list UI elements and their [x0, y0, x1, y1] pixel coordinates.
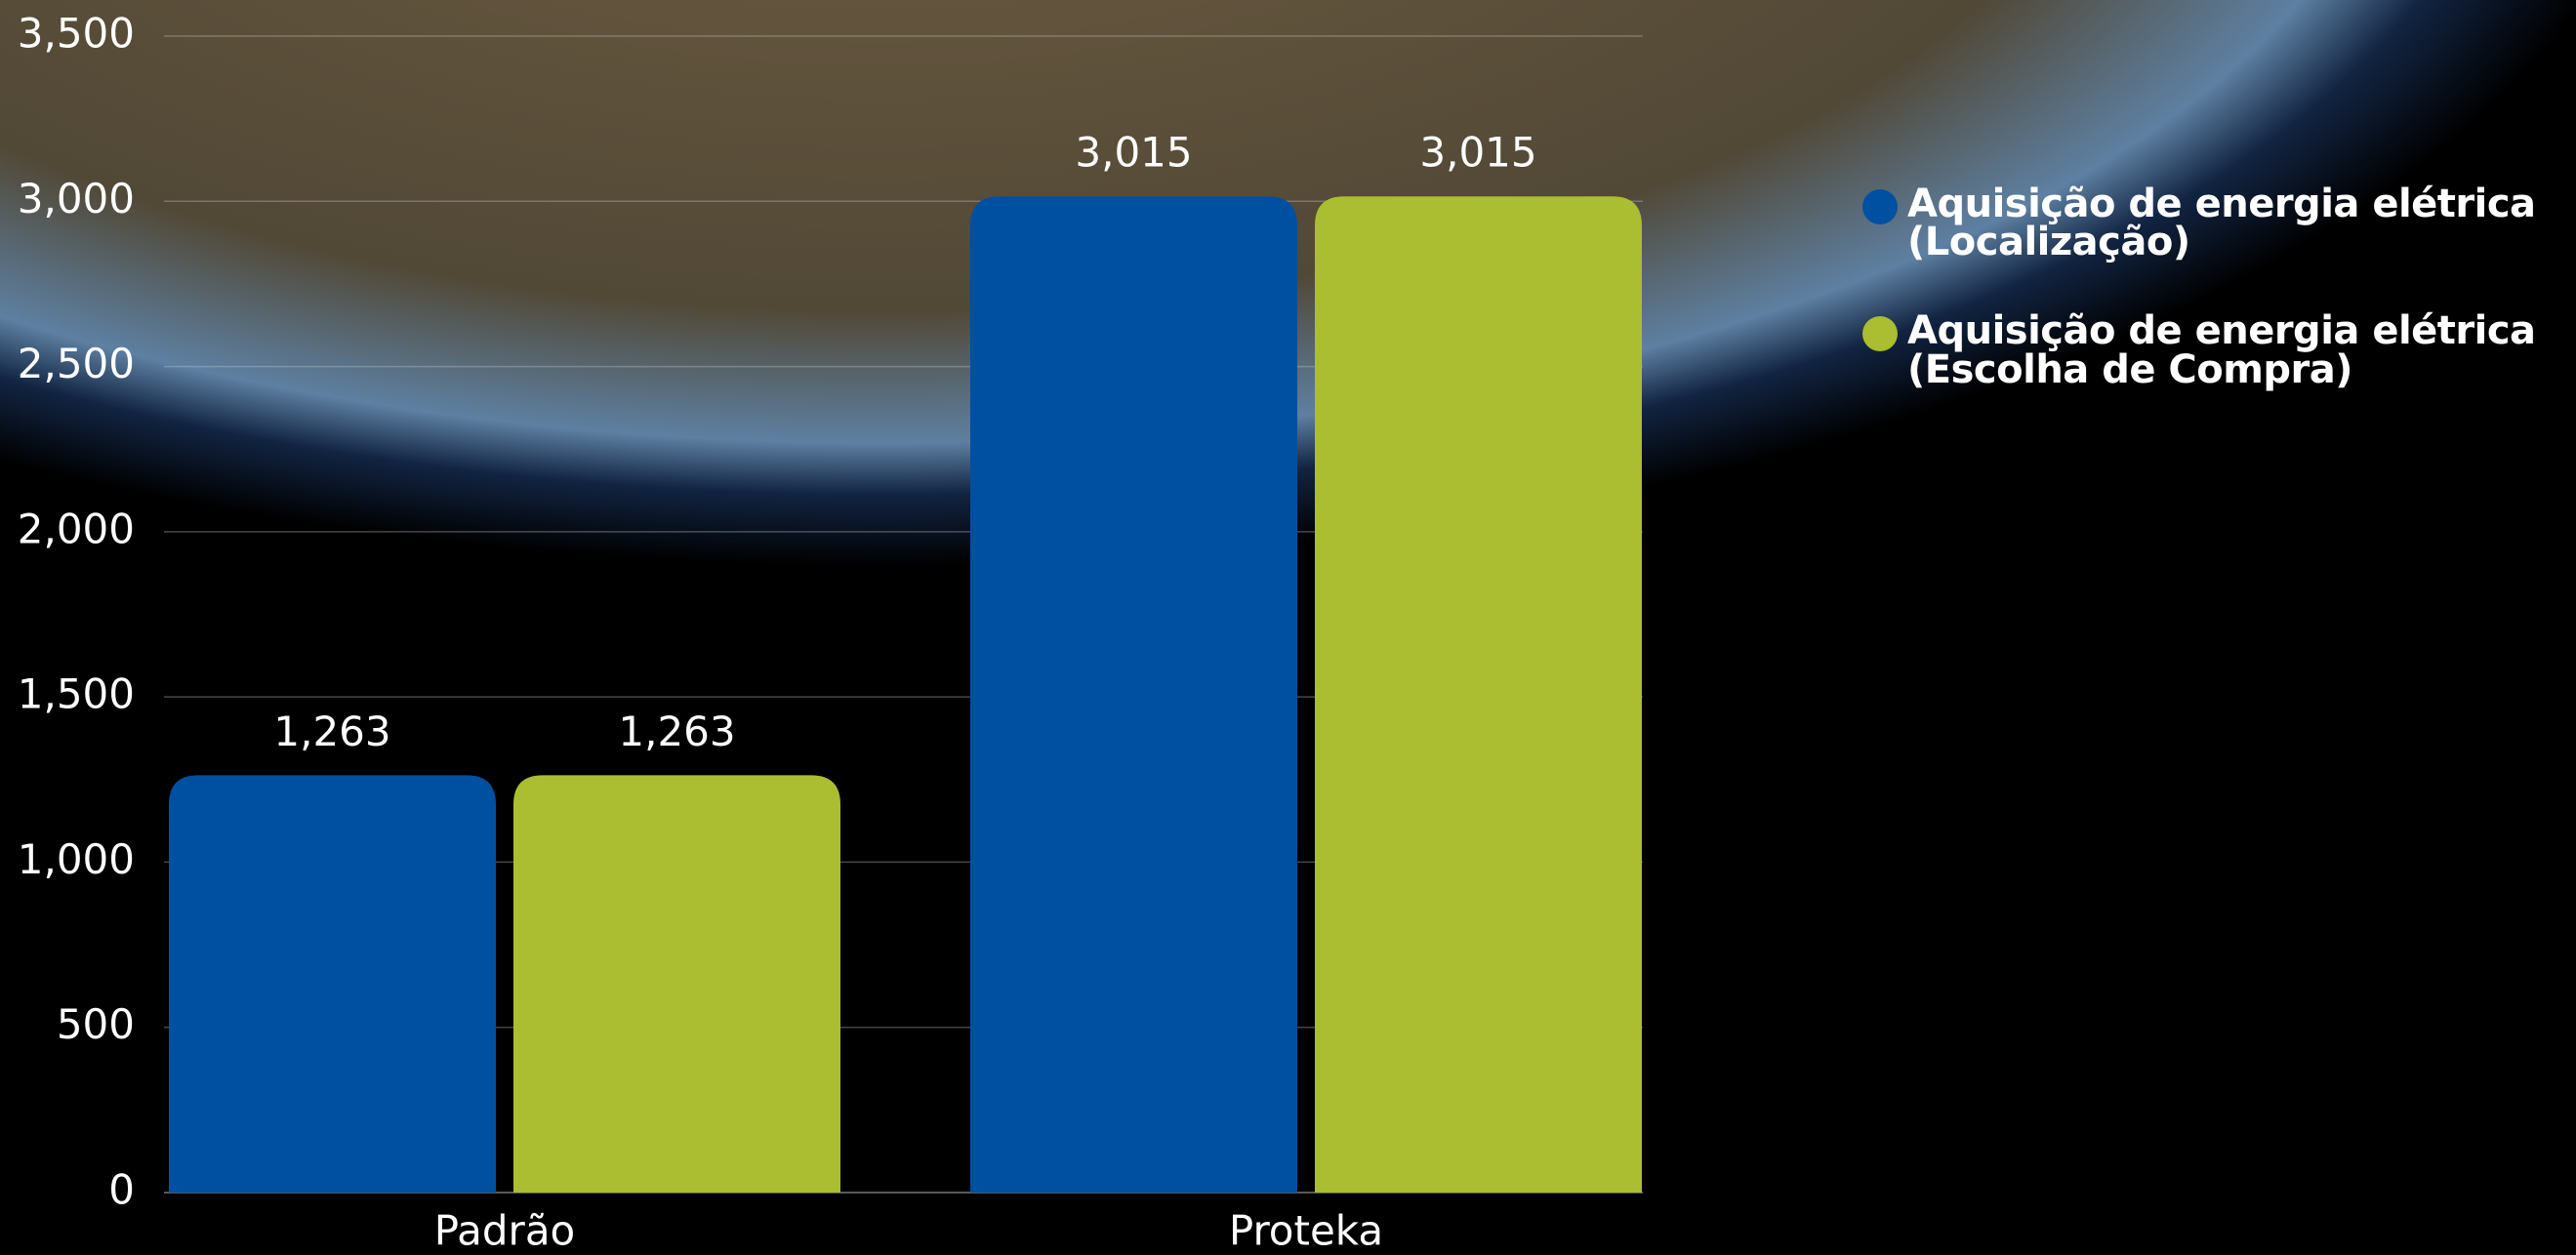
bar: [513, 775, 840, 1193]
bar: [1315, 196, 1642, 1193]
value-label: 3,015: [1075, 129, 1192, 177]
x-tick-label: Padrão: [434, 1207, 576, 1255]
y-tick-label: 1,000: [18, 835, 135, 883]
legend: Aquisição de energia elétrica (Localizaç…: [1862, 182, 2575, 440]
y-tick-label: 3,500: [18, 10, 135, 58]
x-tick-label: Proteka: [1229, 1207, 1383, 1255]
y-tick-label: 2,500: [18, 340, 135, 387]
y-tick-label: 1,500: [18, 670, 135, 718]
y-tick-label: 0: [108, 1166, 135, 1214]
bar: [970, 196, 1297, 1193]
y-tick-label: 500: [57, 1000, 135, 1048]
legend-swatch: [1862, 316, 1898, 352]
legend-label: Aquisição de energia elétrica (Localizaç…: [1907, 182, 2536, 265]
value-label: 3,015: [1419, 129, 1536, 177]
legend-label: Aquisição de energia elétrica (Escolha d…: [1907, 308, 2536, 392]
legend-item: Aquisição de energia elétrica (Localizaç…: [1862, 182, 2575, 265]
value-label: 1,263: [618, 708, 735, 755]
value-label: 1,263: [273, 708, 390, 755]
legend-item: Aquisição de energia elétrica (Escolha d…: [1862, 308, 2575, 392]
legend-swatch: [1862, 189, 1898, 224]
y-tick-label: 3,000: [18, 175, 135, 223]
y-tick-label: 2,000: [18, 505, 135, 552]
bar: [169, 775, 496, 1193]
